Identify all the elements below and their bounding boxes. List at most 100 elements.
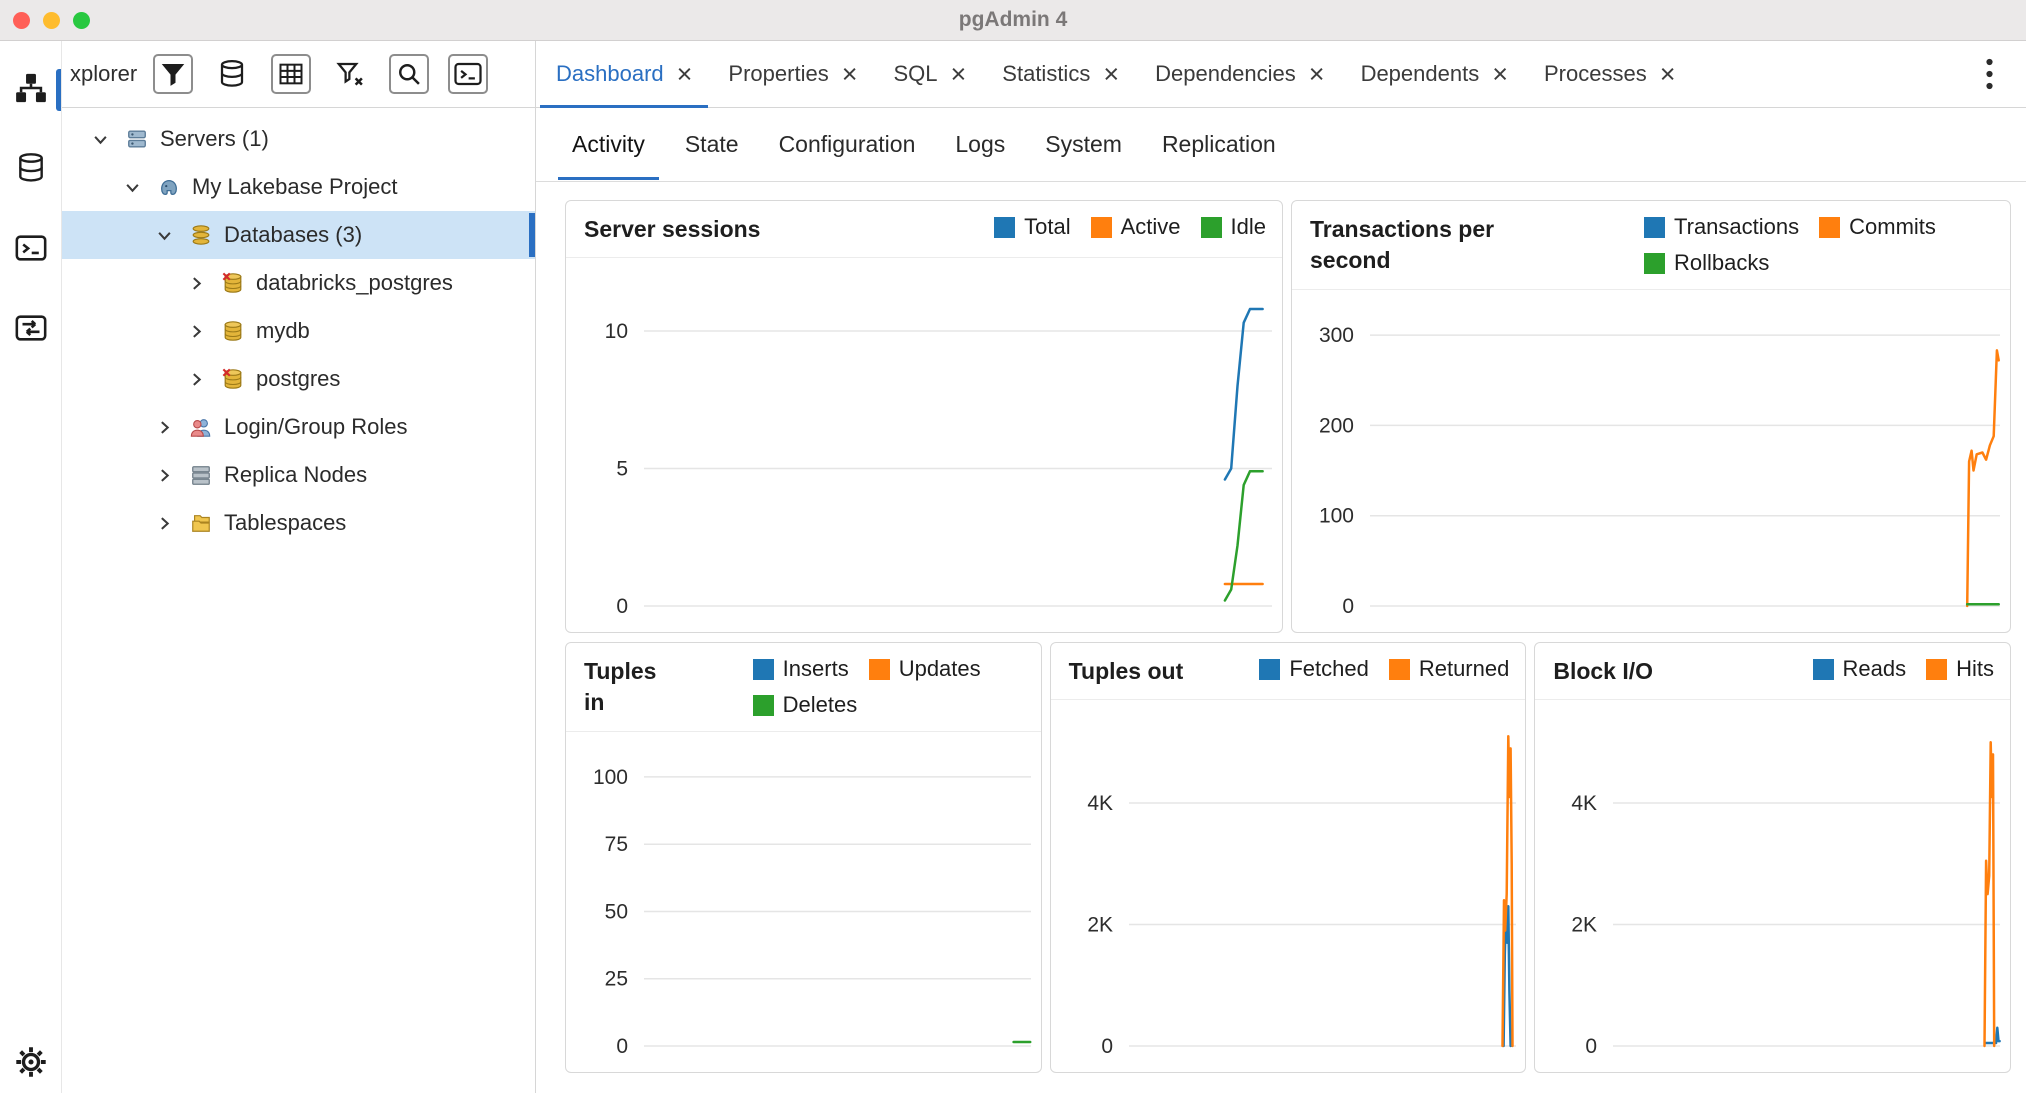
- tab-label: Statistics: [1002, 61, 1091, 86]
- tree-item-label: Databases (3): [224, 222, 363, 247]
- object-tree: Servers (1) My Lakebase Project Databases …: [62, 108, 535, 1093]
- legend-swatch: [752, 658, 774, 680]
- subtab-activity[interactable]: Activity: [552, 108, 665, 181]
- subtab-strip: Activity State Configuration Logs System Repl…: [536, 108, 2026, 182]
- tab-close-icon[interactable]: ×: [676, 58, 693, 89]
- chevron-down-icon[interactable]: [125, 180, 153, 195]
- tree-item-servers-1[interactable]: Servers (1): [62, 115, 535, 163]
- tree-item-tablespaces[interactable]: Tablespaces: [62, 499, 535, 547]
- database-x-icon: [217, 368, 249, 390]
- tab-label: SQL: [893, 61, 938, 86]
- settings-icon[interactable]: [12, 1043, 50, 1081]
- left-rail-bottom: [12, 1043, 50, 1081]
- tree-item-login-group-roles[interactable]: Login/Group Roles: [62, 403, 535, 451]
- chevron-right-icon[interactable]: [157, 420, 185, 435]
- panel-header: Server sessions Total Active Idle: [566, 201, 1282, 259]
- subtab-replication[interactable]: Replication: [1161, 131, 1276, 157]
- tree-item-postgres[interactable]: postgres: [62, 355, 535, 403]
- tree-item-databases-3[interactable]: Databases (3): [62, 211, 535, 259]
- minimize-window-button[interactable]: [43, 11, 60, 29]
- tree-item-replica-nodes[interactable]: Replica Nodes: [62, 451, 535, 499]
- legend-item-idle: Idle: [1200, 214, 1266, 240]
- tab-close-icon[interactable]: ×: [1659, 58, 1676, 89]
- tab-close-icon[interactable]: ×: [1492, 58, 1508, 89]
- dashboard: Server sessions Total Active Idle 0 5 10 Tra…: [536, 182, 2026, 1093]
- server-icon: [153, 176, 185, 198]
- tree-item-databricks-postgres[interactable]: databricks_postgres: [62, 259, 535, 307]
- chevron-down-icon[interactable]: [93, 132, 121, 147]
- panel-title: Server sessions: [584, 216, 761, 242]
- main-area: Dashboard × Properties × SQL × Statistics × Depe…: [536, 41, 2026, 1093]
- tab-overflow-menu[interactable]: [1972, 54, 2006, 94]
- panel-transactions-per-second: Transactions per second Transactions Comm…: [1291, 200, 2011, 633]
- object-explorer-title: xplorer: [70, 61, 138, 86]
- tab-dependencies[interactable]: Dependencies ×: [1137, 41, 1342, 107]
- database-icon[interactable]: [212, 54, 252, 94]
- transactions-chart: 0 100 200 300: [1292, 290, 2010, 632]
- chevron-right-icon[interactable]: [189, 324, 217, 339]
- panel-header: Block I/O Reads Hits: [1535, 643, 2011, 701]
- grid-icon[interactable]: [271, 54, 312, 94]
- terminal-icon[interactable]: [448, 54, 489, 94]
- svg-text:2K: 2K: [1087, 914, 1113, 937]
- legend-swatch: [1090, 216, 1112, 238]
- tab-dashboard[interactable]: Dashboard ×: [538, 41, 710, 108]
- tab-statistics[interactable]: Statistics ×: [984, 41, 1137, 107]
- tab-processes[interactable]: Processes ×: [1526, 41, 1694, 107]
- psql-terminal-icon[interactable]: [12, 229, 50, 267]
- chart-legend: Fetched Returned: [1259, 656, 1509, 682]
- tree-item-label: My Lakebase Project: [192, 174, 398, 199]
- subtab-configuration[interactable]: Configuration: [778, 131, 916, 157]
- legend-label: Commits: [1849, 214, 1936, 239]
- legend-swatch: [1926, 658, 1948, 680]
- chart-legend: Total Active Idle: [994, 214, 1266, 240]
- legend-item-returned: Returned: [1388, 656, 1509, 682]
- filter-icon[interactable]: [153, 54, 194, 94]
- tab-properties[interactable]: Properties ×: [710, 41, 875, 107]
- tree-item-label: mydb: [256, 318, 310, 343]
- tree-item-label: databricks_postgres: [256, 270, 453, 295]
- zoom-window-button[interactable]: [73, 11, 90, 29]
- tab-close-icon[interactable]: ×: [1103, 58, 1120, 89]
- chevron-right-icon[interactable]: [157, 516, 185, 531]
- tab-close-icon[interactable]: ×: [950, 58, 967, 89]
- chevron-down-icon[interactable]: [157, 228, 185, 243]
- subtab-state[interactable]: State: [684, 131, 739, 157]
- chevron-right-icon[interactable]: [157, 468, 185, 483]
- svg-text:75: 75: [605, 833, 628, 856]
- panel-title: Tuples in: [584, 658, 657, 716]
- legend-item-inserts: Inserts: [752, 656, 849, 682]
- clear-filter-icon[interactable]: [330, 54, 370, 94]
- tree-item-label: postgres: [256, 366, 341, 391]
- legend-label: Updates: [898, 656, 981, 681]
- window-titlebar: pgAdmin 4: [0, 0, 2026, 41]
- close-window-button[interactable]: [13, 11, 30, 29]
- svg-text:0: 0: [616, 595, 628, 618]
- legend-item-deletes: Deletes: [752, 692, 857, 718]
- chevron-right-icon[interactable]: [189, 372, 217, 387]
- schema-diff-icon[interactable]: [12, 309, 50, 347]
- legend-item-commits: Commits: [1819, 214, 1936, 240]
- tab-sql[interactable]: SQL ×: [875, 41, 984, 107]
- chevron-right-icon[interactable]: [189, 276, 217, 291]
- tree-item-my-lakebase-project[interactable]: My Lakebase Project: [62, 163, 535, 211]
- chart-legend: Reads Hits: [1812, 656, 1994, 682]
- tab-dependents[interactable]: Dependents ×: [1343, 41, 1526, 107]
- tab-label: Dashboard: [556, 61, 664, 86]
- subtab-system[interactable]: System: [1045, 131, 1122, 157]
- panel-server-sessions: Server sessions Total Active Idle 0 5 10: [565, 200, 1283, 633]
- search-icon[interactable]: [389, 54, 430, 94]
- tab-close-icon[interactable]: ×: [1308, 58, 1325, 89]
- legend-item-total: Total: [994, 214, 1071, 240]
- object-explorer-icon[interactable]: [12, 69, 50, 107]
- legend-item-reads: Reads: [1812, 656, 1906, 682]
- kebab-menu-icon: [1985, 58, 1993, 90]
- panel-tuples-out: Tuples out Fetched Returned 0 2K 4K: [1049, 642, 1527, 1073]
- subtab-logs[interactable]: Logs: [955, 131, 1006, 157]
- databases-icon[interactable]: [12, 149, 50, 187]
- panel-tuples-in: Tuples in Inserts Updates Deletes 0 25 50 75 1…: [565, 642, 1042, 1073]
- legend-swatch: [1812, 658, 1834, 680]
- svg-text:25: 25: [605, 967, 628, 990]
- tab-close-icon[interactable]: ×: [841, 58, 858, 89]
- tree-item-mydb[interactable]: mydb: [62, 307, 535, 355]
